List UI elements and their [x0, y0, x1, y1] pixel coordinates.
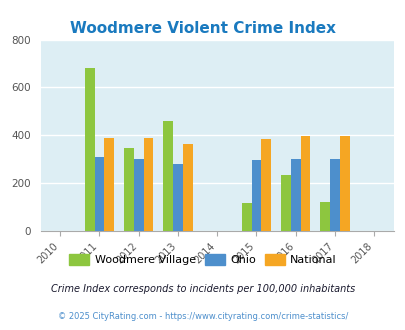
Bar [320, 202, 329, 231]
Bar [300, 136, 310, 231]
Bar [241, 204, 251, 231]
Bar [290, 159, 300, 231]
Text: © 2025 CityRating.com - https://www.cityrating.com/crime-statistics/: © 2025 CityRating.com - https://www.city… [58, 312, 347, 321]
Legend: Woodmere Village, Ohio, National: Woodmere Village, Ohio, National [64, 250, 341, 270]
Bar [329, 159, 339, 231]
Bar [104, 138, 114, 231]
Text: Woodmere Violent Crime Index: Woodmere Violent Crime Index [70, 21, 335, 36]
Bar [85, 68, 94, 231]
Bar [339, 136, 349, 231]
Bar [163, 121, 173, 231]
Bar [143, 138, 153, 231]
Bar [124, 148, 134, 231]
Bar [134, 159, 143, 231]
Bar [182, 144, 192, 231]
Bar [261, 139, 271, 231]
Bar [94, 157, 104, 231]
Bar [280, 176, 290, 231]
Bar [251, 160, 261, 231]
Text: Crime Index corresponds to incidents per 100,000 inhabitants: Crime Index corresponds to incidents per… [51, 284, 354, 294]
Bar [173, 164, 182, 231]
